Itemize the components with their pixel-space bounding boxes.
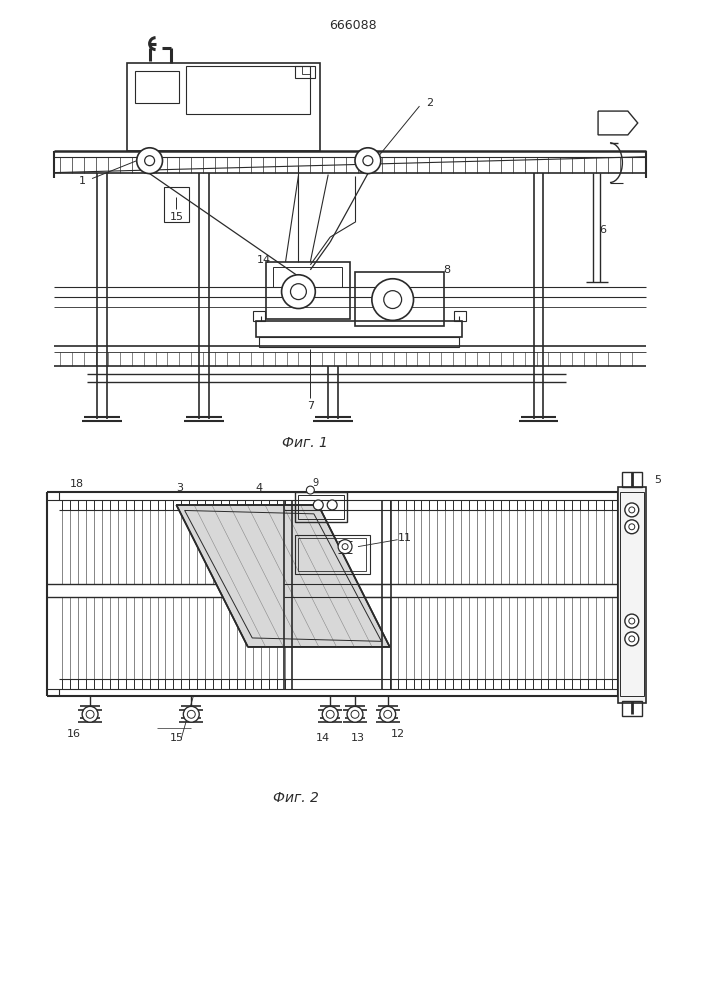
Text: 14: 14 <box>257 255 271 265</box>
Bar <box>622 472 642 487</box>
Circle shape <box>363 156 373 166</box>
Bar <box>620 492 643 696</box>
Text: Фиг. 2: Фиг. 2 <box>272 791 318 805</box>
Circle shape <box>384 710 392 718</box>
Circle shape <box>306 486 315 494</box>
Polygon shape <box>177 505 390 647</box>
Text: 2: 2 <box>426 98 433 108</box>
Text: 15: 15 <box>170 733 183 743</box>
Circle shape <box>629 507 635 513</box>
Circle shape <box>380 706 396 722</box>
Bar <box>273 267 342 287</box>
Text: Фиг. 1: Фиг. 1 <box>282 436 328 450</box>
Circle shape <box>629 618 635 624</box>
Bar <box>355 272 444 326</box>
Bar <box>298 495 344 519</box>
Text: 8: 8 <box>444 265 451 275</box>
Bar <box>296 535 370 574</box>
Circle shape <box>291 284 306 300</box>
Circle shape <box>281 275 315 309</box>
Circle shape <box>625 632 638 646</box>
Circle shape <box>327 500 337 510</box>
Circle shape <box>384 291 402 309</box>
Circle shape <box>625 503 638 517</box>
Text: 7: 7 <box>307 401 314 411</box>
Text: 4: 4 <box>255 483 262 493</box>
Text: 9: 9 <box>312 478 318 488</box>
Text: 666088: 666088 <box>329 19 377 32</box>
Bar <box>303 66 310 74</box>
Circle shape <box>625 614 638 628</box>
Circle shape <box>338 540 352 554</box>
Circle shape <box>82 706 98 722</box>
Bar <box>296 66 315 78</box>
Circle shape <box>183 706 199 722</box>
Circle shape <box>347 706 363 722</box>
Circle shape <box>351 710 359 718</box>
Circle shape <box>372 279 414 320</box>
Text: 12: 12 <box>390 729 404 739</box>
Circle shape <box>625 520 638 534</box>
Bar <box>187 66 310 114</box>
Text: 11: 11 <box>397 533 411 543</box>
Text: 18: 18 <box>70 479 84 489</box>
Circle shape <box>86 710 94 718</box>
Bar <box>454 311 466 321</box>
Circle shape <box>326 710 334 718</box>
Bar <box>259 337 459 347</box>
Bar <box>127 63 320 151</box>
Bar <box>618 487 645 703</box>
Text: 1: 1 <box>78 176 86 186</box>
Circle shape <box>136 148 163 174</box>
Text: 3: 3 <box>176 483 183 493</box>
Bar <box>622 701 642 716</box>
Text: 6: 6 <box>600 225 607 235</box>
Bar <box>256 321 462 337</box>
Bar <box>135 71 180 103</box>
Text: 5: 5 <box>654 475 661 485</box>
Circle shape <box>145 156 155 166</box>
Text: 14: 14 <box>316 733 330 743</box>
Text: 16: 16 <box>67 729 81 739</box>
Text: 15: 15 <box>170 212 183 222</box>
Circle shape <box>629 524 635 530</box>
Circle shape <box>313 500 323 510</box>
Circle shape <box>629 636 635 642</box>
Bar <box>296 492 347 522</box>
Bar <box>266 262 350 319</box>
Circle shape <box>355 148 381 174</box>
Circle shape <box>322 706 338 722</box>
Bar <box>253 311 264 321</box>
Bar <box>163 187 189 222</box>
Circle shape <box>342 544 348 550</box>
Bar <box>298 538 366 571</box>
Text: 13: 13 <box>351 733 365 743</box>
Circle shape <box>187 710 195 718</box>
